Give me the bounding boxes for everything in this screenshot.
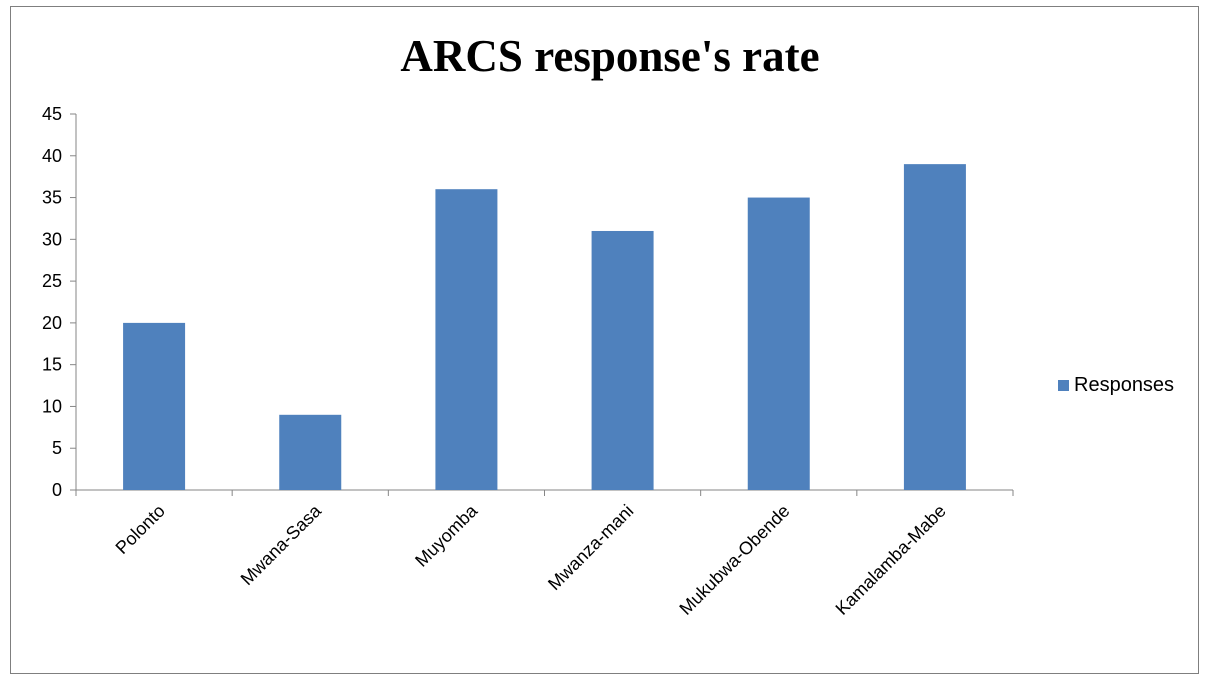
bar <box>279 414 342 490</box>
y-tick-label: 5 <box>52 438 62 458</box>
bar <box>903 164 966 490</box>
bar <box>747 197 810 491</box>
legend: Responses <box>1058 374 1174 397</box>
y-tick-label: 0 <box>52 480 62 500</box>
legend-label: Responses <box>1074 374 1175 396</box>
x-tick-label: Polonto <box>112 501 169 558</box>
bar <box>591 230 654 490</box>
y-tick-label: 25 <box>42 271 62 291</box>
bar <box>123 322 186 490</box>
y-tick-label: 10 <box>42 396 62 416</box>
y-tick-label: 30 <box>42 229 62 249</box>
x-tick-label: Mwanza-mani <box>544 501 637 594</box>
x-tick-label: Mwana-Sasa <box>237 500 326 589</box>
chart-title: ARCS response's rate <box>400 31 820 81</box>
legend-swatch <box>1058 380 1069 391</box>
x-tick-label: Kamalamba-Mabe <box>832 501 950 619</box>
x-tick-label: Muyomba <box>411 500 482 571</box>
y-tick-label: 40 <box>42 146 62 166</box>
y-tick-label: 15 <box>42 355 62 375</box>
y-tick-label: 35 <box>42 188 62 208</box>
x-tick-label: Mukubwa-Obende <box>675 501 793 619</box>
y-tick-label: 45 <box>42 104 62 124</box>
y-tick-label: 20 <box>42 313 62 333</box>
bar <box>435 189 498 490</box>
